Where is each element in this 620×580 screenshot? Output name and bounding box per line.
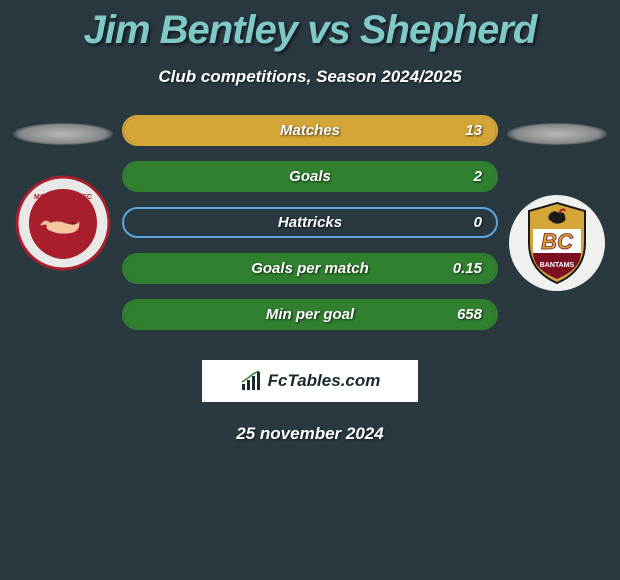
stat-bar: Hattricks 0 xyxy=(122,207,498,238)
stat-bar-label: Hattricks xyxy=(278,214,342,231)
svg-text:BANTAMS: BANTAMS xyxy=(540,262,575,269)
stat-bar: Matches 13 xyxy=(122,115,498,146)
stat-bar-value: 658 xyxy=(457,306,482,323)
stat-bar: Goals 2 xyxy=(122,161,498,192)
brand-text: FcTables.com xyxy=(268,371,381,391)
stat-bar: Goals per match 0.15 xyxy=(122,253,498,284)
comparison-panel: MORECAMBE FC Matches 13 Goals 2 Hattricks 0 Go… xyxy=(0,115,620,330)
left-column: MORECAMBE FC xyxy=(8,115,118,330)
page-title: Jim Bentley vs Shepherd xyxy=(0,0,620,53)
stat-bar-label: Matches xyxy=(280,122,340,139)
svg-text:BC: BC xyxy=(541,229,574,254)
right-column: BC BANTAMS xyxy=(502,115,612,330)
morecambe-logo-icon: MORECAMBE FC xyxy=(15,175,111,271)
stat-bar-value: 0.15 xyxy=(453,260,482,277)
stat-bar-value: 2 xyxy=(474,168,482,185)
stat-bars: Matches 13 Goals 2 Hattricks 0 Goals per match… xyxy=(118,115,502,330)
right-shadow xyxy=(507,123,607,145)
bradford-logo-icon: BC BANTAMS xyxy=(507,193,607,293)
stat-bar-label: Goals xyxy=(289,168,331,185)
stat-bar: Min per goal 658 xyxy=(122,299,498,330)
left-logo-wrap: MORECAMBE FC xyxy=(15,175,111,276)
stat-bar-label: Min per goal xyxy=(266,306,354,323)
stat-bar-label: Goals per match xyxy=(251,260,369,277)
left-shadow xyxy=(13,123,113,145)
right-logo-wrap: BC BANTAMS xyxy=(507,193,607,298)
chart-icon xyxy=(240,370,262,392)
stat-bar-value: 13 xyxy=(465,122,482,139)
subtitle: Club competitions, Season 2024/2025 xyxy=(0,67,620,87)
stat-bar-value: 0 xyxy=(474,214,482,231)
svg-text:MORECAMBE FC: MORECAMBE FC xyxy=(34,194,92,201)
brand-box: FcTables.com xyxy=(202,360,418,402)
date-label: 25 november 2024 xyxy=(0,424,620,444)
